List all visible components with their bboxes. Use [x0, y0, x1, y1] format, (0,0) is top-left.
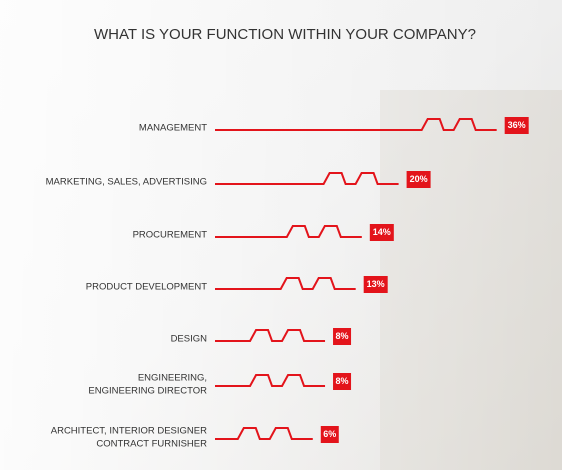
bar: [215, 329, 326, 342]
value-label: 14%: [373, 227, 391, 237]
value-label: 8%: [336, 331, 349, 341]
category-label: PROCUREMENT: [133, 230, 208, 241]
value-box: [363, 276, 388, 293]
category-label: ARCHITECT, INTERIOR DESIGNER CONTRACT FUR…: [51, 425, 207, 449]
bar: [215, 172, 399, 185]
bar: [215, 277, 356, 290]
value-label: 20%: [410, 174, 428, 184]
category-label: DESIGN: [171, 334, 208, 345]
category-label: ENGINEERING, ENGINEERING DIRECTOR: [88, 372, 207, 396]
value-box: [320, 426, 339, 443]
category-label: MARKETING, SALES, ADVERTISING: [46, 177, 207, 188]
value-label: 13%: [367, 279, 385, 289]
value-box: [406, 171, 431, 188]
value-label: 6%: [323, 429, 336, 439]
category-label: MANAGEMENT: [139, 123, 207, 134]
value-box: [333, 373, 352, 390]
value-box: [333, 328, 352, 345]
value-label: 8%: [336, 376, 349, 386]
value-label: 36%: [508, 120, 526, 130]
bar: [215, 427, 313, 440]
value-box: [369, 224, 394, 241]
category-label: PRODUCT DEVELOPMENT: [86, 282, 207, 293]
chart-title: WHAT IS YOUR FUNCTION WITHIN YOUR COMPAN…: [94, 26, 476, 43]
bar: [215, 374, 326, 387]
bar: [215, 225, 362, 238]
value-box: [504, 117, 529, 134]
bar: [215, 118, 497, 131]
